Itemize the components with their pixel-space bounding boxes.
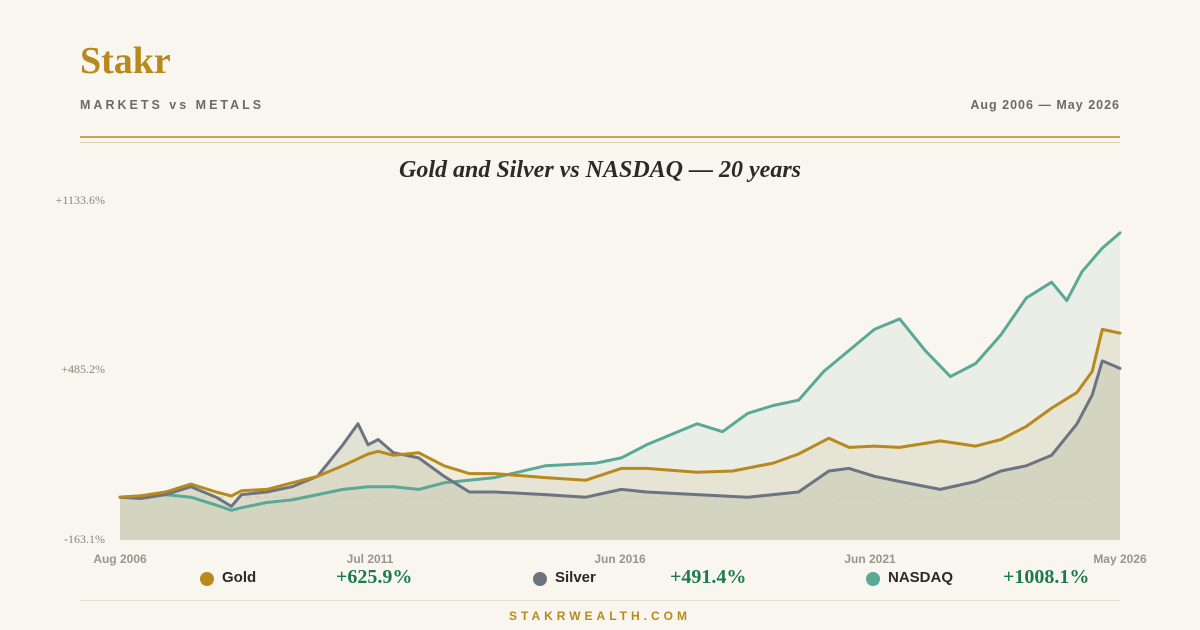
- legend-value-silver: +491.4%: [670, 566, 747, 588]
- header-rule: [80, 136, 1120, 138]
- footer-link[interactable]: STAKRWEALTH.COM: [509, 609, 691, 623]
- legend-value-gold: +625.9%: [336, 566, 413, 588]
- legend-label: Gold: [222, 569, 257, 586]
- x-tick-label: May 2026: [1093, 552, 1147, 566]
- header-rule-thin: [80, 142, 1120, 143]
- footer-rule: [80, 600, 1120, 601]
- x-tick-label: Jul 2011: [346, 552, 394, 566]
- legend-value-nasdaq: +1008.1%: [1003, 566, 1090, 588]
- x-tick-label: Jun 2021: [844, 552, 896, 566]
- gold-dot-icon: [200, 572, 214, 586]
- nasdaq-series-line: [118, 231, 1122, 512]
- silver-area: [120, 360, 1120, 540]
- nasdaq-dot-icon: [866, 572, 880, 586]
- x-tick-label: Aug 2006: [93, 552, 147, 566]
- gold-series-line: [118, 327, 1122, 499]
- page-subtitle: MARKETS vs METALS: [80, 98, 265, 112]
- x-tick-label: Jun 2016: [594, 552, 646, 566]
- silver-series-line: [118, 359, 1122, 508]
- y-tick-label: +485.2%: [61, 362, 105, 376]
- date-range: Aug 2006 — May 2026: [970, 98, 1120, 112]
- brand-logo[interactable]: Stakr: [80, 40, 171, 82]
- chart-title: Gold and Silver vs NASDAQ — 20 years: [398, 157, 801, 183]
- y-tick-label: -163.1%: [64, 532, 105, 546]
- nasdaq-area: [120, 232, 1120, 540]
- legend-label: NASDAQ: [888, 569, 954, 586]
- y-tick-label: +1133.6%: [55, 193, 105, 207]
- legend-label: Silver: [555, 569, 596, 586]
- silver-dot-icon: [533, 572, 547, 586]
